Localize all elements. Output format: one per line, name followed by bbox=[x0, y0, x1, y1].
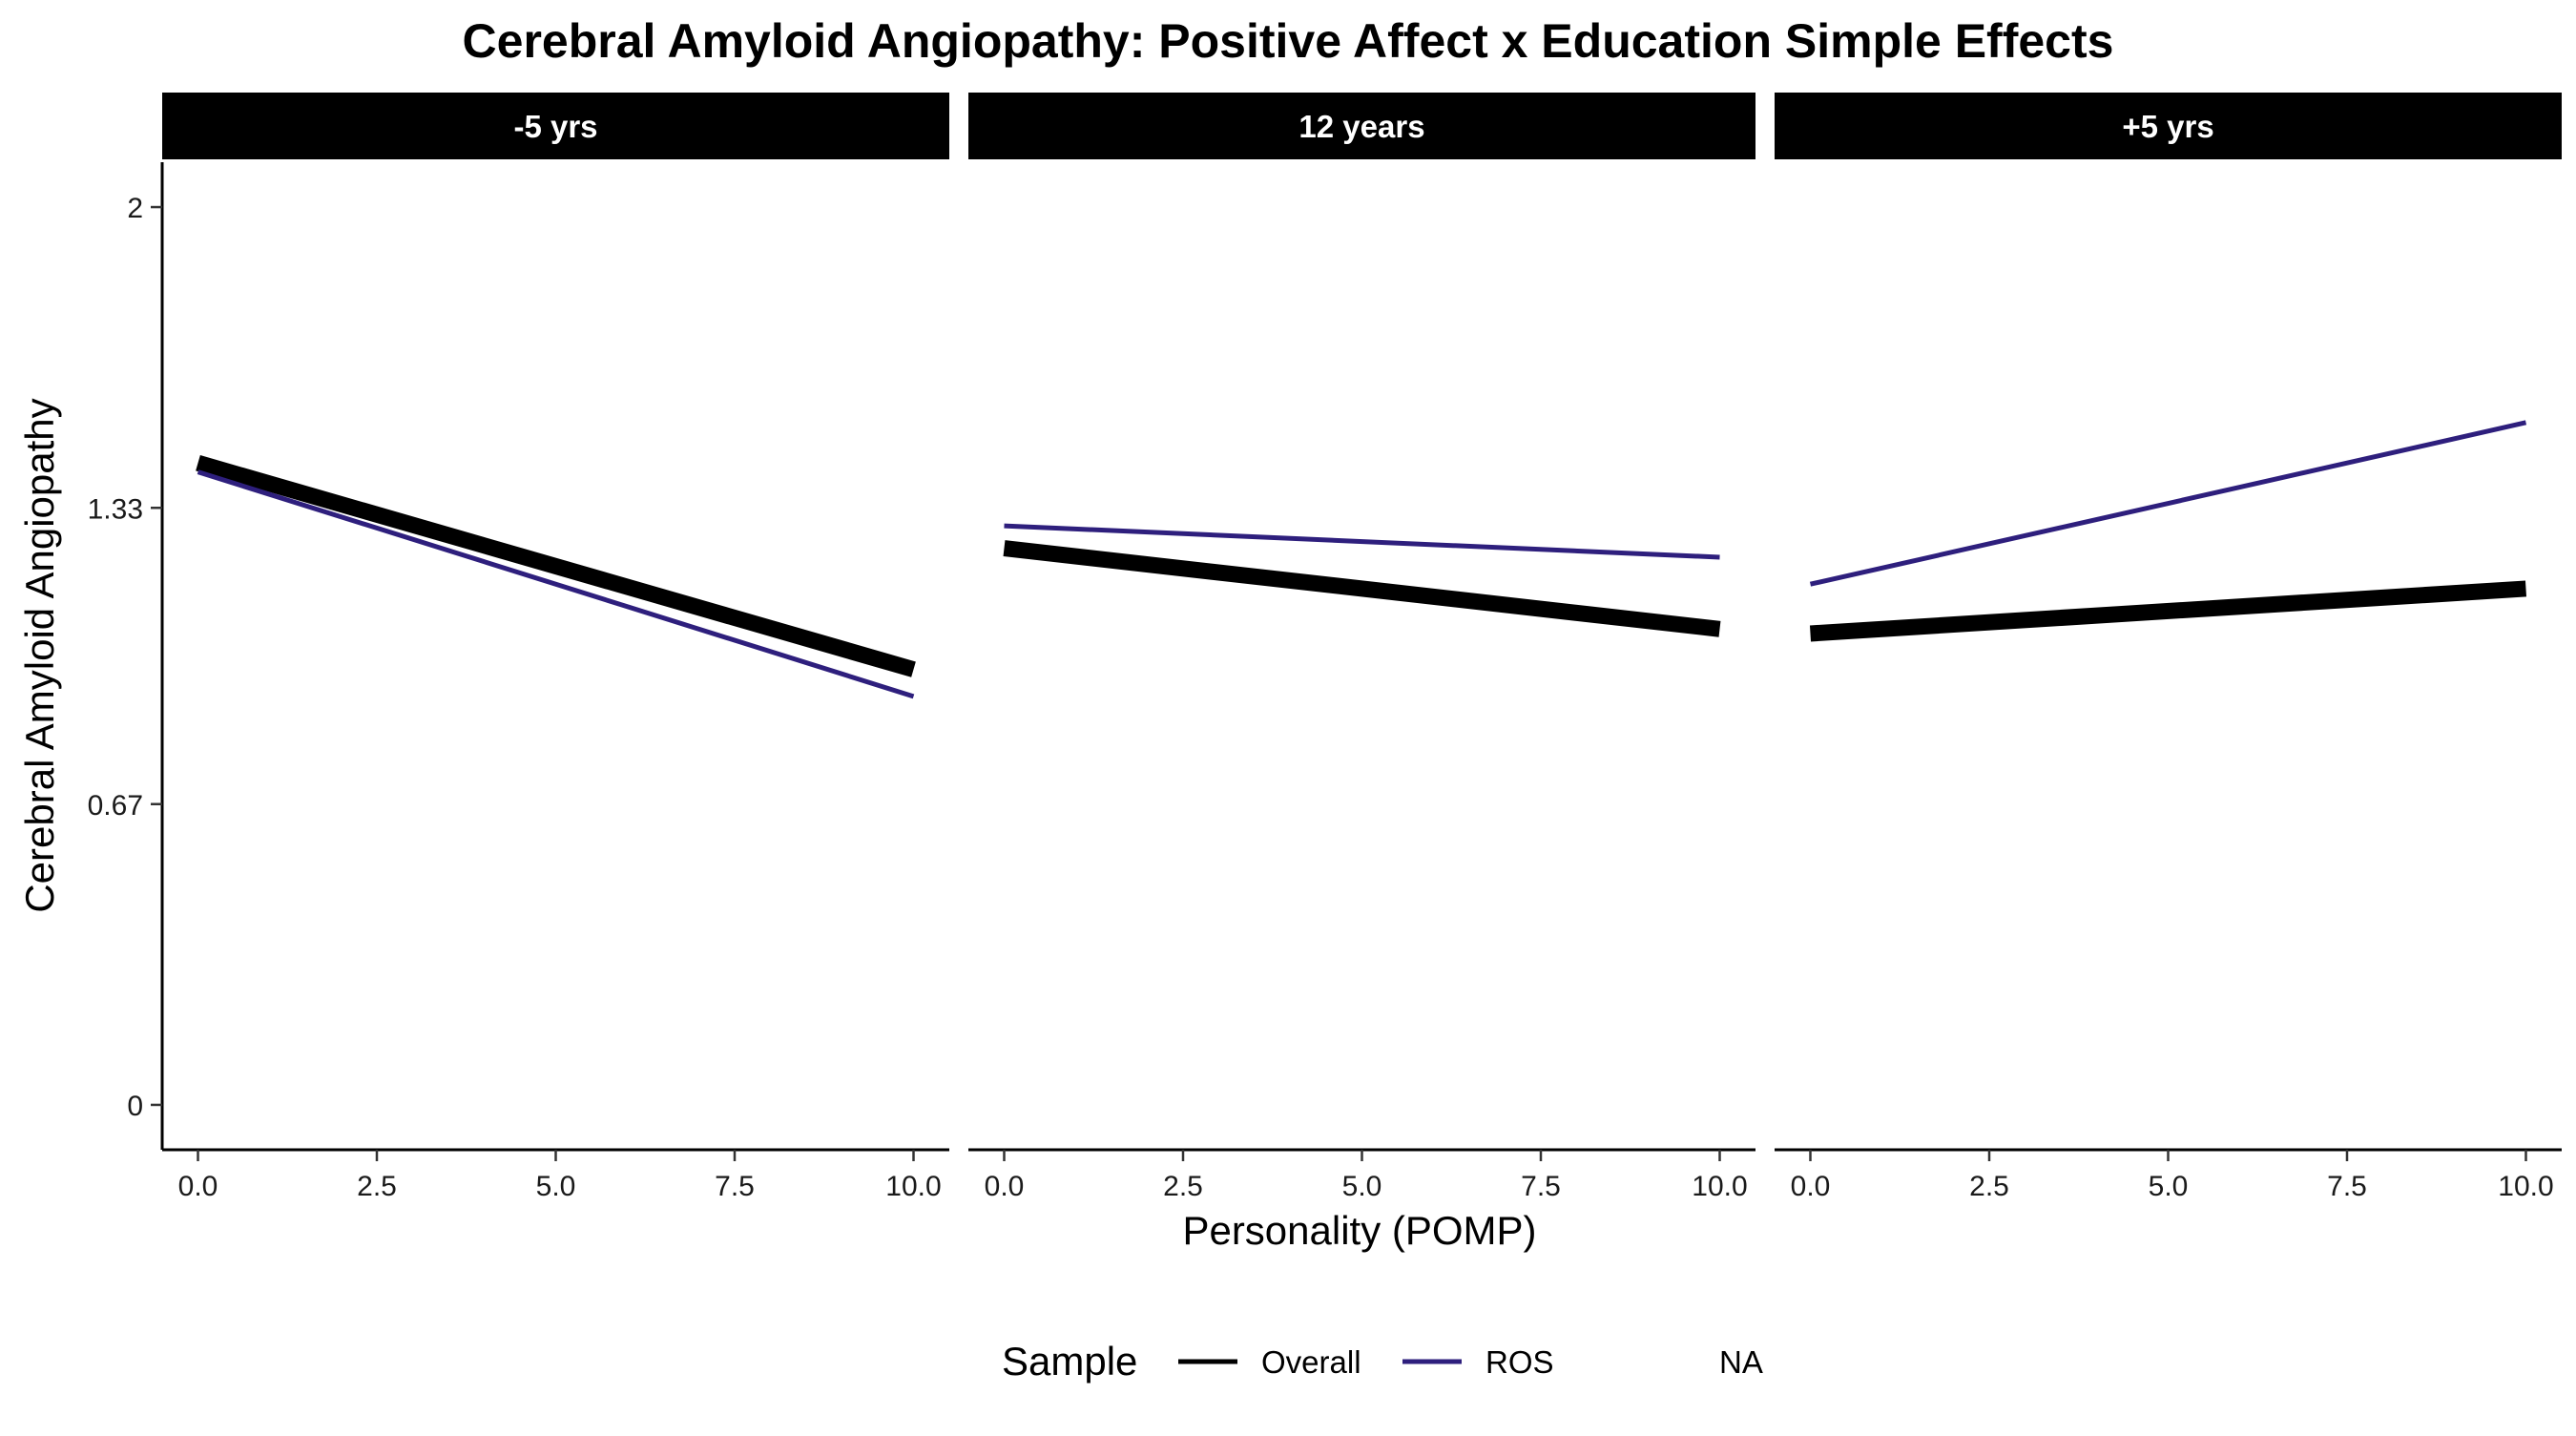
x-tick-label: 5.0 bbox=[536, 1171, 576, 1202]
facet-strip-label: +5 yrs bbox=[2122, 109, 2213, 144]
y-axis-title: Cerebral Amyloid Angiopathy bbox=[17, 398, 62, 912]
series-line-overall bbox=[1003, 540, 1721, 637]
series-line-ros bbox=[1809, 420, 2527, 587]
legend-label: NA bbox=[1719, 1344, 1763, 1380]
facet-panel: +5 yrs 0.0 2.5 5.0 7.5 10.0 bbox=[1775, 93, 2562, 1202]
facet-strip-label: -5 yrs bbox=[513, 109, 597, 144]
y-tick-label: 2 bbox=[127, 193, 143, 224]
x-tick-label: 10.0 bbox=[1692, 1171, 1747, 1202]
x-tick-label: 10.0 bbox=[885, 1171, 941, 1202]
chart-title: Cerebral Amyloid Angiopathy: Positive Af… bbox=[463, 14, 2114, 68]
x-tick-label: 0.0 bbox=[985, 1171, 1025, 1202]
facet-strip-label: 12 years bbox=[1298, 109, 1424, 144]
x-tick-label: 7.5 bbox=[2327, 1171, 2367, 1202]
series-line-ros bbox=[1004, 523, 1720, 560]
y-tick-label: 0 bbox=[127, 1091, 143, 1122]
y-tick-label: 1.33 bbox=[88, 493, 143, 525]
legend-label: ROS bbox=[1485, 1344, 1554, 1380]
series-line-overall bbox=[1809, 580, 2527, 642]
x-tick-label: 5.0 bbox=[1342, 1171, 1382, 1202]
x-tick-label: 7.5 bbox=[715, 1171, 755, 1202]
legend: Sample Overall ROS NA bbox=[1002, 1339, 1763, 1384]
x-tick-label: 7.5 bbox=[1521, 1171, 1561, 1202]
facet-panel: -5 yrs 0.0 2.5 5.0 7.5 10.0 0 0.67 1.33 2 bbox=[88, 93, 949, 1202]
legend-label: Overall bbox=[1261, 1344, 1361, 1380]
x-tick-label: 0.0 bbox=[178, 1171, 218, 1202]
facet-panels: -5 yrs 0.0 2.5 5.0 7.5 10.0 0 0.67 1.33 2 12 years… bbox=[88, 93, 2562, 1202]
series-line-ros bbox=[197, 469, 915, 699]
x-tick-label: 10.0 bbox=[2498, 1171, 2553, 1202]
facet-strip bbox=[1775, 93, 2562, 159]
legend-item: Overall bbox=[1178, 1344, 1361, 1380]
x-tick-label: 2.5 bbox=[1163, 1171, 1203, 1202]
x-tick-label: 2.5 bbox=[1969, 1171, 2009, 1202]
legend-item: ROS bbox=[1402, 1344, 1554, 1380]
legend-item: NA bbox=[1719, 1344, 1763, 1380]
y-tick-label: 0.67 bbox=[88, 790, 143, 822]
series-line-overall bbox=[196, 455, 916, 677]
x-axis-title: Personality (POMP) bbox=[1182, 1208, 1536, 1253]
x-tick-label: 5.0 bbox=[2149, 1171, 2189, 1202]
facet-strip bbox=[968, 93, 1755, 159]
facet-panel: 12 years 0.0 2.5 5.0 7.5 10.0 bbox=[968, 93, 1755, 1202]
x-tick-label: 0.0 bbox=[1791, 1171, 1831, 1202]
x-tick-label: 2.5 bbox=[357, 1171, 397, 1202]
facet-strip bbox=[162, 93, 949, 159]
legend-title: Sample bbox=[1002, 1339, 1137, 1384]
